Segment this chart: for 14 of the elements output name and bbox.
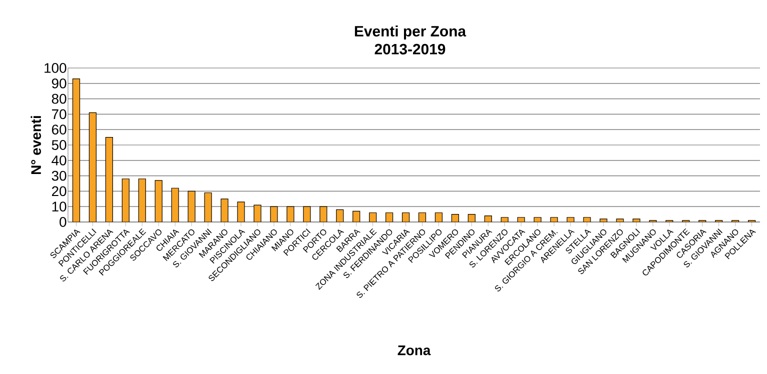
y-tick-label: 20: [52, 186, 66, 196]
y-tick-label: 50: [52, 140, 66, 150]
y-tick-label: 0: [60, 217, 66, 227]
y-tick-label: 10: [52, 202, 66, 212]
y-tick-label: 70: [52, 109, 66, 120]
chart-title: Eventi per Zona 2013-2019: [354, 26, 466, 54]
y-tick-label: 80: [52, 94, 66, 104]
x-axis-title: Zona: [398, 346, 431, 356]
y-tick-label: 30: [52, 170, 66, 181]
y-tick-label: 40: [52, 155, 66, 166]
y-tick-label: 60: [52, 124, 66, 135]
y-tick-label: 90: [52, 78, 66, 88]
y-axis-title: N° eventi: [30, 116, 42, 174]
y-tick-label: 100: [44, 63, 66, 73]
